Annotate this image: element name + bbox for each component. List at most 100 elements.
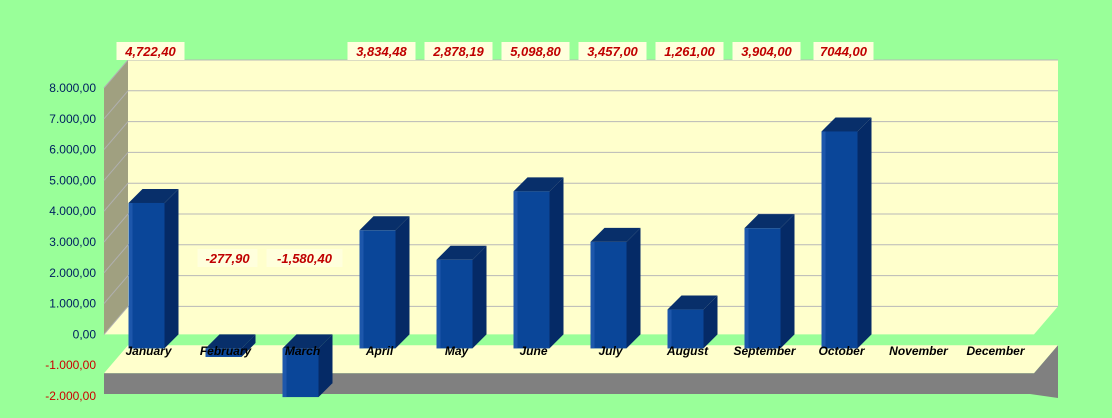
- data-label-text: 2,878,19: [432, 44, 484, 59]
- bar-top: [590, 227, 641, 242]
- data-label: -1,580,40: [266, 249, 343, 267]
- bar-highlight: [590, 241, 595, 349]
- data-label-background: [424, 42, 493, 60]
- bar-front: [590, 241, 627, 349]
- bar-highlight: [436, 259, 441, 349]
- bar-front: [513, 191, 550, 349]
- data-label: 3,904,00: [732, 42, 801, 60]
- bar-september: [744, 214, 795, 349]
- bar-front: [667, 309, 704, 349]
- bar-top: [667, 295, 718, 310]
- data-label: 3,834,48: [347, 42, 416, 60]
- bar-highlight: [205, 348, 210, 357]
- bar-top: [513, 177, 564, 192]
- x-tick-label: September: [733, 344, 796, 358]
- grid-line-side: [103, 121, 129, 150]
- bar-highlight: [359, 230, 364, 349]
- bar-side: [549, 177, 564, 349]
- grid-line-side: [103, 213, 129, 243]
- data-label-text: -1,580,40: [277, 251, 333, 266]
- y-tick-label: 2.000,00: [49, 266, 96, 280]
- data-label-text: 3,834,48: [356, 44, 407, 59]
- x-tick-label: October: [818, 344, 865, 358]
- x-tick-label: March: [285, 344, 320, 358]
- y-tick-label: 1.000,00: [49, 297, 96, 311]
- bar-front: [282, 348, 319, 398]
- bar-march: [282, 334, 333, 398]
- data-label: 5,098,80: [501, 42, 570, 60]
- bar-august: [667, 295, 718, 349]
- grid-line-side: [103, 90, 129, 120]
- y-axis: 8.000,00 7.000,00 6.000,00 5.000,00 4.000,00…: [45, 81, 96, 403]
- grid-line-side: [103, 182, 129, 212]
- plot-floor-top: [104, 306, 1058, 335]
- y-tick-label: 5.000,00: [49, 173, 96, 187]
- x-tick-label: April: [365, 344, 394, 358]
- bar-top: [205, 334, 256, 349]
- x-tick-label: July: [598, 344, 623, 358]
- bar-april: [359, 216, 410, 349]
- bar-side: [626, 227, 641, 349]
- bar-january: [128, 188, 179, 349]
- bar-highlight: [821, 131, 826, 349]
- bar-side: [241, 334, 256, 357]
- bar-july: [590, 227, 641, 349]
- bar-side: [164, 188, 179, 349]
- y-tick-label: 7.000,00: [49, 112, 96, 126]
- bar-june: [513, 177, 564, 349]
- x-tick-label: June: [519, 344, 547, 358]
- data-label: -277,90: [197, 249, 258, 267]
- x-tick-label: January: [125, 344, 172, 358]
- data-label-text: 3,904,00: [741, 44, 792, 59]
- data-label-text: 4,722,40: [124, 44, 176, 59]
- y-tick-label: 8.000,00: [49, 81, 96, 95]
- data-labels: 4,722,40 -277,90 -1,580,40 3,834,48 2,878,19…: [116, 42, 874, 267]
- grid-line-side: [103, 244, 129, 274]
- bar-highlight: [282, 348, 287, 398]
- data-label: 7044,00: [813, 42, 874, 60]
- data-label-background: [813, 42, 874, 60]
- x-axis: January February March April May June July Augu…: [125, 344, 1025, 358]
- data-label: 2,878,19: [424, 42, 493, 60]
- bar-side: [703, 295, 718, 349]
- data-label-text: -277,90: [205, 251, 250, 266]
- x-tick-label: February: [200, 344, 253, 358]
- bar-side: [395, 216, 410, 349]
- data-label-text: 7044,00: [820, 44, 868, 59]
- grid-line-side: [103, 306, 129, 335]
- plot-negative-wall: [104, 345, 1058, 374]
- bar-may: [436, 245, 487, 349]
- data-label: 1,261,00: [655, 42, 724, 60]
- bar-top: [128, 188, 179, 203]
- data-label: 4,722,40: [116, 42, 185, 60]
- data-label-text: 1,261,00: [664, 44, 715, 59]
- data-label: 3,457,00: [578, 42, 647, 60]
- bar-top: [282, 334, 333, 349]
- grid-line-side: [103, 275, 129, 304]
- data-label-background: [732, 42, 801, 60]
- grid-line-side: [103, 152, 129, 181]
- bar-highlight: [667, 309, 672, 349]
- bar-front: [359, 230, 396, 349]
- y-tick-label: 4.000,00: [49, 204, 96, 218]
- data-label-background: [578, 42, 647, 60]
- bar-front: [436, 259, 473, 349]
- bar-front: [744, 228, 781, 349]
- y-tick-label: 3.000,00: [49, 235, 96, 249]
- data-label-background: [266, 249, 343, 267]
- bar-front: [821, 131, 858, 349]
- data-label-background: [655, 42, 724, 60]
- x-tick-label: August: [666, 344, 709, 358]
- bar-highlight: [744, 228, 749, 349]
- bar-highlight: [128, 202, 133, 349]
- bar-top: [359, 216, 410, 231]
- y-tick-label: 6.000,00: [49, 143, 96, 157]
- x-tick-label: November: [889, 344, 949, 358]
- data-label-text: 5,098,80: [510, 44, 561, 59]
- bar-side: [857, 117, 872, 349]
- bar-october: [821, 117, 872, 349]
- y-tick-label: -2.000,00: [45, 389, 96, 403]
- data-label-text: 3,457,00: [587, 44, 638, 59]
- bar-top: [821, 117, 872, 132]
